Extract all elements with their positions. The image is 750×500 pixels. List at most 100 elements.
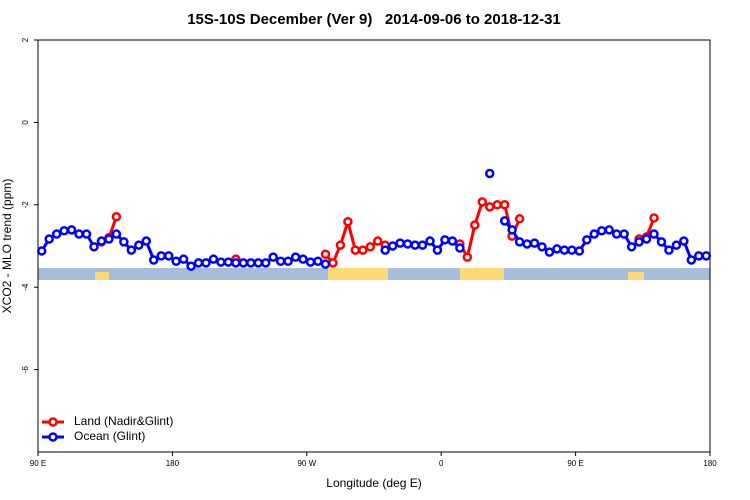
continent xyxy=(95,272,109,280)
point xyxy=(275,256,286,266)
point xyxy=(74,229,84,239)
point xyxy=(365,242,376,252)
legend-marker xyxy=(48,432,58,442)
point xyxy=(372,236,383,246)
y-tick-label: 2 xyxy=(21,37,30,42)
continent xyxy=(328,268,388,280)
point xyxy=(522,239,532,249)
point xyxy=(559,245,570,255)
point xyxy=(156,251,166,261)
point xyxy=(201,258,211,268)
x-tick-label: 180 xyxy=(703,459,717,468)
point xyxy=(350,245,361,255)
point xyxy=(141,236,152,246)
point xyxy=(51,229,62,239)
legend: Land (Nadir&Glint)Ocean (Glint) xyxy=(42,414,173,443)
point xyxy=(664,245,674,255)
point xyxy=(335,240,346,250)
point xyxy=(544,247,555,257)
point xyxy=(440,235,450,245)
x-tick-label: 0 xyxy=(439,459,444,468)
point xyxy=(604,225,614,235)
point xyxy=(649,229,659,239)
y-tick-label: -6 xyxy=(21,365,30,373)
legend-label: Land (Nadir&Glint) xyxy=(74,414,173,428)
point xyxy=(649,213,659,223)
point xyxy=(208,254,219,264)
point xyxy=(619,229,629,239)
point xyxy=(298,254,308,264)
point xyxy=(268,252,278,262)
point xyxy=(701,251,712,261)
y-axis-label: XCO2 - MLO trend (ppm) xyxy=(0,179,14,314)
point xyxy=(492,200,502,210)
point xyxy=(313,256,323,266)
point xyxy=(462,252,473,262)
point xyxy=(260,258,271,268)
point xyxy=(455,243,465,253)
point xyxy=(290,252,301,262)
y-tick-label: 0 xyxy=(21,120,30,125)
point xyxy=(186,261,196,271)
point xyxy=(641,234,652,244)
point xyxy=(193,258,204,268)
point xyxy=(119,237,129,247)
point xyxy=(477,197,488,207)
plot-frame xyxy=(37,39,711,453)
point xyxy=(582,235,592,245)
point xyxy=(552,244,562,254)
continent xyxy=(628,272,644,280)
y-tick-label: -2 xyxy=(21,201,30,209)
point xyxy=(223,257,234,267)
point xyxy=(328,258,338,268)
point xyxy=(499,200,510,210)
point xyxy=(104,234,114,244)
point xyxy=(529,238,540,248)
point xyxy=(589,229,600,239)
point xyxy=(89,242,99,252)
point xyxy=(447,236,458,246)
point xyxy=(380,245,390,255)
point xyxy=(484,168,495,179)
point xyxy=(44,234,54,244)
point xyxy=(567,245,577,255)
point xyxy=(111,211,122,222)
point xyxy=(148,255,159,265)
point xyxy=(626,242,637,252)
point xyxy=(178,254,189,264)
point xyxy=(671,240,682,250)
point xyxy=(358,245,368,255)
point xyxy=(537,242,547,252)
point xyxy=(410,240,420,250)
point xyxy=(238,258,249,268)
point xyxy=(514,214,525,224)
point xyxy=(231,258,241,268)
point xyxy=(432,245,443,255)
x-tick-label: 90 E xyxy=(30,459,46,468)
point xyxy=(246,258,256,268)
point xyxy=(126,245,137,255)
point xyxy=(425,236,435,246)
point xyxy=(574,246,585,256)
legend-label: Ocean (Glint) xyxy=(74,429,145,443)
point xyxy=(134,240,144,250)
point xyxy=(596,226,607,236)
point xyxy=(611,229,622,239)
point xyxy=(305,257,316,267)
point xyxy=(694,251,704,261)
x-axis-label: Longitude (deg E) xyxy=(326,476,421,490)
point xyxy=(507,225,517,235)
legend-marker xyxy=(48,417,58,427)
point xyxy=(253,258,264,268)
point xyxy=(634,237,644,247)
chart-title: 15S-10S December (Ver 9) 2014-09-06 to 2… xyxy=(187,11,561,28)
point xyxy=(402,239,413,249)
point xyxy=(343,216,353,227)
point xyxy=(171,256,181,266)
point xyxy=(470,220,480,230)
land-strip xyxy=(38,268,710,280)
point xyxy=(163,251,174,261)
x-tick-label: 90 E xyxy=(567,459,583,468)
point xyxy=(111,229,122,239)
